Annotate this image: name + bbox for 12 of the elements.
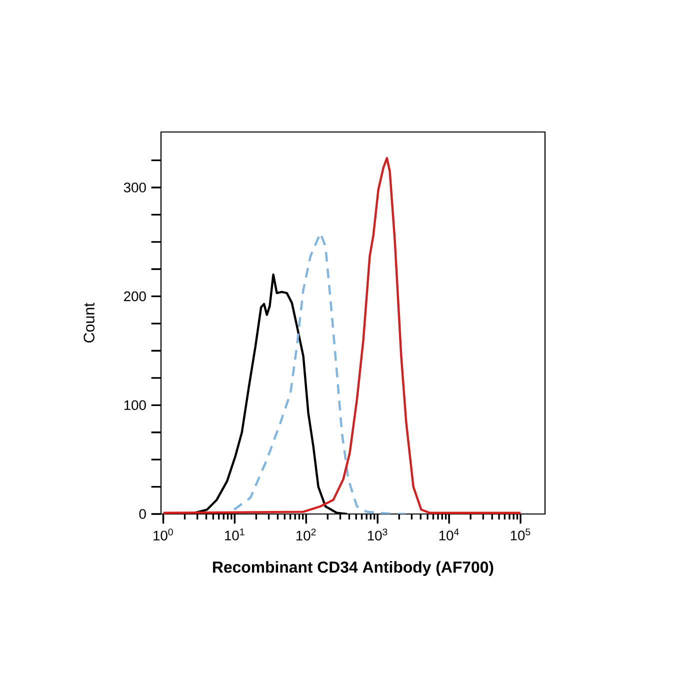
y-tick-label: 0: [139, 509, 146, 519]
y-tick-label: 100: [124, 400, 146, 410]
x-tick-label: 10$^{1}$: [225, 528, 244, 540]
y-axis-title: Count: [84, 302, 94, 343]
x-tick-label: 10$^{5}$: [510, 528, 530, 540]
x-tick-label: 10$^{3}$: [368, 528, 388, 540]
x-axis-title: Recombinant CD34 Antibody (AF700): [213, 561, 494, 576]
y-tick-label: 300: [124, 182, 146, 192]
x-tick-label: 10$^{0}$: [154, 528, 173, 540]
x-tick-label: 10$^{4}$: [439, 528, 459, 540]
x-tick-label: 10$^{2}$: [296, 528, 316, 540]
y-tick-label: 200: [124, 291, 146, 302]
